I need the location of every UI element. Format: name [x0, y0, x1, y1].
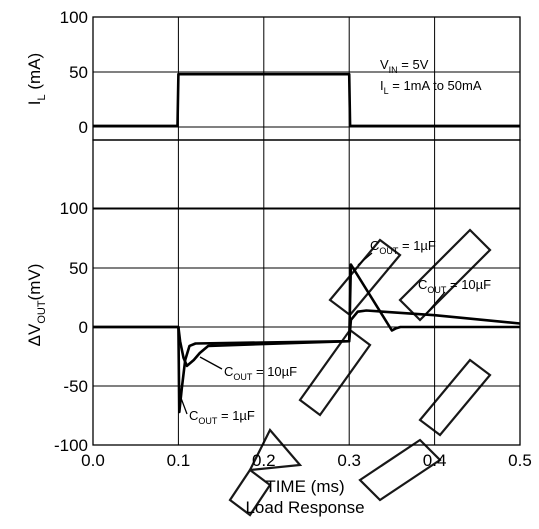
annotation-cout-1uf-rise: COUT = 1µF — [370, 238, 436, 256]
traces — [93, 72, 521, 414]
bottom-y-tick-label: -50 — [63, 377, 88, 396]
pointer-cout-1uf-dip — [180, 397, 188, 415]
annotation-vin: VIN = 5V — [380, 57, 429, 75]
pointer-cout-10uf-dip — [199, 356, 223, 370]
chart-title: Load Response — [245, 498, 364, 517]
annotation-il-range: IL = 1mA to 50mA — [380, 78, 482, 96]
annotation-cout-10uf-rise: COUT = 10µF — [418, 277, 491, 295]
bottom-plot-frame — [92, 139, 521, 446]
top-y-tick-label: 0 — [79, 118, 88, 137]
bottom-y-tick-label: -100 — [54, 436, 88, 455]
top-y-tick-label: 100 — [60, 8, 88, 27]
bottom-y-tick-label: 50 — [69, 259, 88, 278]
bottom-y-tick-label: 100 — [60, 199, 88, 218]
vout-trace-cout-10uf — [93, 309, 521, 368]
pointer-cout-10uf-rise — [424, 291, 446, 316]
bottom-y-axis-label: ΔVOUT(mV) — [25, 264, 48, 347]
bottom-y-tick-label: 0 — [79, 318, 88, 337]
x-tick-label: 0.1 — [167, 451, 191, 470]
annotation-cout-10uf-dip: COUT = 10µF — [224, 364, 297, 382]
x-axis-label: TIME (ms) — [265, 477, 344, 496]
pointer-cout-1uf-rise — [357, 252, 373, 266]
x-tick-label: 0.2 — [252, 451, 276, 470]
x-tick-label: 0.5 — [508, 451, 532, 470]
x-tick-label: 0.3 — [337, 451, 361, 470]
top-y-tick-label: 50 — [69, 63, 88, 82]
load-current-trace — [93, 72, 520, 128]
annotation-cout-1uf-dip: COUT = 1µF — [189, 408, 255, 426]
vout-trace-cout-1uf — [93, 263, 520, 414]
x-tick-label: 0.0 — [81, 451, 105, 470]
x-tick-label: 0.4 — [423, 451, 447, 470]
top-y-axis-label: IL (mA) — [25, 53, 48, 105]
